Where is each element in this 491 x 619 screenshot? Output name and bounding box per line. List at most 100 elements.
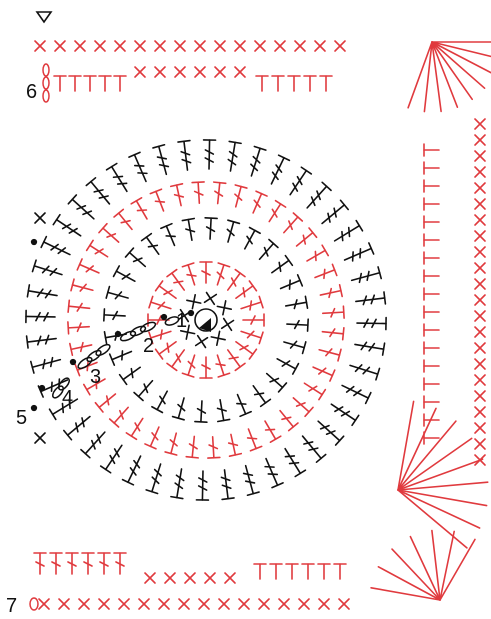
corner-fan-bottom-right bbox=[397, 407, 437, 491]
corner-fan-bottom-right bbox=[397, 458, 484, 491]
round-7-single-crochet bbox=[338, 598, 350, 610]
round-2-double-crochet bbox=[210, 352, 231, 378]
corner-fan-bottom-right bbox=[397, 489, 481, 529]
corner-fan-bottom-right bbox=[397, 437, 473, 491]
round-1-single-crochet bbox=[210, 330, 226, 347]
round-3-double-crochet bbox=[247, 381, 272, 408]
round-5-treble-crochet bbox=[195, 470, 210, 501]
corner-fan-top-right bbox=[431, 41, 442, 113]
corner-fan-bottom-right bbox=[397, 489, 468, 549]
round-7-single-crochet bbox=[474, 358, 486, 370]
round-6-half-double-crochet bbox=[423, 233, 440, 247]
round-5-treble-crochet bbox=[67, 194, 99, 225]
round-4-double-crochet bbox=[288, 392, 314, 418]
round-7-single-crochet bbox=[474, 326, 486, 338]
round-3-double-crochet bbox=[285, 317, 309, 332]
round-5-treble-crochet bbox=[301, 181, 332, 213]
round-7-single-crochet bbox=[54, 40, 66, 52]
round-1-single-crochet bbox=[203, 291, 218, 306]
round-4-double-crochet bbox=[316, 343, 342, 362]
round-4-double-crochet bbox=[259, 417, 282, 444]
round-7-single-crochet bbox=[474, 150, 486, 162]
round-6-single-crochet bbox=[234, 66, 246, 78]
round-5-treble-crochet bbox=[152, 143, 173, 177]
corner-fan-bottom-right bbox=[397, 481, 489, 491]
round-6-double-crochet bbox=[113, 552, 127, 575]
round-6-half-double-crochet bbox=[423, 179, 440, 193]
round-6-half-double-crochet bbox=[423, 251, 440, 265]
round-5-treble-crochet bbox=[52, 213, 85, 242]
round-6-single-crochet bbox=[204, 572, 216, 584]
round-start-markers bbox=[30, 238, 195, 412]
round-3-double-crochet bbox=[133, 375, 158, 402]
round-7-single-crochet bbox=[58, 598, 70, 610]
round-5-treble-crochet bbox=[244, 145, 267, 179]
round-3-double-crochet bbox=[160, 222, 181, 249]
round-6-half-double-crochet bbox=[68, 75, 82, 92]
round-3-double-crochet bbox=[171, 395, 191, 421]
round-5-single-crochet bbox=[34, 432, 46, 444]
round-2-double-crochet bbox=[181, 352, 202, 378]
round-4-double-crochet bbox=[274, 405, 299, 432]
round-6-single-crochet bbox=[134, 66, 146, 78]
round-5-treble-crochet bbox=[63, 411, 95, 441]
round-3-double-crochet bbox=[254, 238, 279, 265]
round-4-double-crochet bbox=[291, 227, 318, 252]
round-5-treble-crochet bbox=[317, 199, 349, 229]
round-1-single-crochet bbox=[194, 334, 209, 349]
round-6-half-double-crochet bbox=[83, 75, 97, 92]
corner-fan-bottom-right-outer bbox=[370, 586, 441, 601]
round-5-treble-crochet bbox=[128, 151, 153, 185]
corner-fan-top-right bbox=[431, 41, 459, 108]
round-5-treble-crochet bbox=[31, 259, 65, 282]
round-7-single-crochet bbox=[474, 246, 486, 258]
round-7-single-crochet bbox=[178, 598, 190, 610]
round-4-double-crochet bbox=[149, 188, 170, 214]
round-4-double-crochet bbox=[76, 258, 103, 280]
round-7-single-crochet bbox=[474, 310, 486, 322]
round-5-treble-crochet bbox=[202, 139, 217, 170]
round-6-half-double-crochet bbox=[333, 563, 347, 580]
round-3-double-crochet bbox=[140, 232, 165, 259]
round-7-single-crochet bbox=[474, 182, 486, 194]
round-3-double-crochet bbox=[103, 308, 127, 323]
round-2-double-crochet bbox=[231, 280, 258, 304]
round-7-single-crochet bbox=[294, 40, 306, 52]
round-6-single-crochet bbox=[164, 572, 176, 584]
round-4-double-crochet bbox=[312, 263, 338, 284]
corner-fan-bottom-right-outer bbox=[409, 535, 441, 601]
round-2-double-crochet bbox=[199, 356, 213, 379]
round-7-single-crochet bbox=[474, 230, 486, 242]
round-6-half-double-crochet bbox=[423, 143, 440, 157]
round-4-double-crochet bbox=[164, 430, 183, 456]
round-3-double-crochet bbox=[221, 219, 241, 245]
round-7-single-crochet bbox=[174, 40, 186, 52]
round-4-double-crochet bbox=[130, 196, 153, 223]
round-7-single-crochet bbox=[474, 214, 486, 226]
round-7-single-crochet bbox=[218, 598, 230, 610]
round-7-single-crochet bbox=[298, 598, 310, 610]
round-1-single-crochet bbox=[186, 293, 202, 310]
round-6-half-double-crochet bbox=[269, 563, 283, 580]
round-5-treble-crochet bbox=[25, 309, 56, 324]
round-2-double-crochet bbox=[199, 261, 213, 284]
round-6-half-double-crochet bbox=[303, 75, 317, 92]
round-3-double-crochet bbox=[277, 274, 304, 295]
round-3-double-crochet bbox=[112, 265, 139, 288]
round-7-single-crochet bbox=[194, 40, 206, 52]
round-4-double-crochet bbox=[320, 324, 345, 341]
round-6-half-double-crochet bbox=[423, 431, 440, 445]
corner-fan-top-right bbox=[431, 41, 474, 101]
round-5-treble-crochet bbox=[265, 154, 291, 188]
round-3-double-crochet bbox=[118, 361, 145, 386]
round-5-treble-crochet bbox=[145, 461, 168, 495]
round-7-single-crochet bbox=[94, 40, 106, 52]
round-4-double-crochet bbox=[85, 239, 112, 263]
round-2-double-crochet bbox=[238, 295, 264, 316]
round-5-treble-crochet bbox=[29, 353, 63, 374]
round-2-double-crochet bbox=[148, 295, 174, 316]
round-2-double-crochet bbox=[166, 268, 190, 295]
round-7-single-crochet bbox=[334, 40, 346, 52]
round-6-single-crochet bbox=[144, 572, 156, 584]
round-5-treble-crochet bbox=[259, 455, 284, 489]
